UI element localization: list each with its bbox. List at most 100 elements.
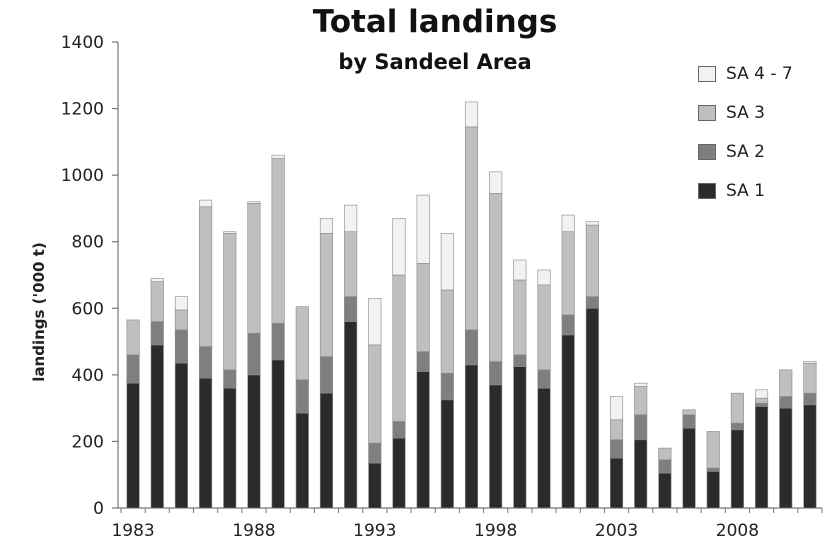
bar-segment	[247, 374, 261, 509]
bar-segment	[489, 193, 503, 362]
bar-segment	[174, 362, 188, 509]
bar-segment	[440, 233, 454, 291]
bar-segment	[489, 361, 503, 386]
bar-segment	[634, 382, 648, 387]
x-tick-label: 1993	[353, 521, 396, 541]
bar-segment	[319, 356, 334, 394]
bar-segment	[392, 218, 406, 276]
bar-segment	[609, 419, 624, 441]
bar-segment	[150, 321, 164, 346]
x-tick-label: 1983	[111, 521, 154, 541]
y-axis-label: landings ('000 t)	[30, 242, 48, 381]
bar-segment	[755, 389, 769, 399]
bar-segment	[344, 321, 358, 509]
bar-segment	[464, 329, 479, 366]
bar-segment	[271, 158, 285, 324]
legend-label: SA 2	[726, 142, 765, 162]
bar-segment	[416, 263, 430, 352]
bar-segment	[779, 369, 793, 397]
bars	[126, 101, 817, 509]
bar-segment	[634, 414, 648, 441]
bar-segment	[295, 412, 309, 509]
chart-subtitle: by Sandeel Area	[338, 50, 532, 74]
bar-segment	[126, 354, 140, 384]
bar-segment	[464, 364, 479, 509]
legend-label: SA 1	[726, 181, 765, 201]
bar-segment	[392, 274, 406, 422]
bar-segment	[561, 214, 575, 233]
bar-segment	[344, 231, 358, 297]
bar-segment	[174, 309, 188, 331]
y-tick-label: 200	[72, 432, 104, 452]
bar-segment	[706, 467, 720, 472]
y-tick-label: 400	[72, 366, 104, 386]
y-tick-label: 800	[72, 233, 104, 253]
bar-segment	[561, 334, 575, 509]
bar-segment	[537, 387, 551, 509]
bar-segment	[199, 206, 213, 347]
bar-segment	[295, 379, 309, 414]
bar-segment	[368, 462, 382, 509]
bar-segment	[682, 409, 696, 416]
tick-labels: 0 200 400 600 800 1000 1200 1400 1983 1988 1993 199…	[61, 33, 759, 541]
bar-segment	[199, 346, 213, 379]
bar-segment	[779, 407, 793, 509]
y-tick-label: 1000	[61, 166, 104, 186]
bar-segment	[344, 204, 358, 233]
bar-segment	[392, 421, 406, 439]
bar-segment	[585, 221, 599, 226]
legend-label: SA 4 - 7	[726, 64, 793, 84]
y-tick-label: 0	[93, 499, 104, 519]
bar-segment	[803, 404, 817, 509]
legend-item-sa4-7: SA 4 - 7	[698, 64, 818, 84]
bar-segment	[730, 422, 744, 431]
legend-item-sa3: SA 3	[698, 103, 818, 123]
bar-segment	[319, 233, 334, 357]
bar-segment	[682, 414, 696, 429]
bar-segment	[755, 402, 769, 407]
bar-segment	[537, 269, 551, 286]
bar-segment	[634, 439, 648, 509]
bar-segment	[368, 297, 382, 346]
bar-segment	[223, 369, 237, 389]
bar-segment	[803, 392, 817, 406]
bar-segment	[368, 344, 382, 444]
bar-segment	[271, 359, 285, 509]
bar-segment	[561, 314, 575, 336]
bar-segment	[585, 224, 599, 297]
bar-segment	[513, 259, 527, 281]
bar-segment	[174, 296, 188, 311]
bar-segment	[150, 344, 164, 509]
bar-segment	[199, 199, 213, 208]
legend-swatch	[698, 144, 716, 160]
bar-segment	[247, 203, 261, 334]
bar-segment	[271, 322, 285, 361]
bar-segment	[440, 399, 454, 509]
bar-segment	[416, 194, 430, 264]
y-tick-label: 600	[72, 299, 104, 319]
bar-segment	[319, 218, 334, 234]
bar-segment	[609, 396, 624, 421]
bar-segment	[464, 126, 479, 331]
bar-segment	[803, 361, 817, 364]
legend-item-sa1: SA 1	[698, 181, 818, 201]
bar-segment	[247, 332, 261, 376]
bar-segment	[658, 472, 672, 509]
bar-segment	[755, 397, 769, 404]
bar-segment	[730, 392, 744, 424]
bar-segment	[755, 406, 769, 509]
bar-segment	[126, 382, 140, 509]
bar-segment	[609, 439, 624, 459]
legend-item-sa2: SA 2	[698, 142, 818, 162]
bar-segment	[658, 447, 672, 461]
bar-segment	[682, 427, 696, 509]
legend-swatch	[698, 183, 716, 199]
bar-segment	[392, 437, 406, 509]
legend-swatch	[698, 105, 716, 121]
bar-segment	[440, 372, 454, 401]
bar-segment	[585, 296, 599, 309]
legend-label: SA 3	[726, 103, 765, 123]
bar-segment	[464, 101, 479, 128]
x-tick-label: 2008	[716, 521, 759, 541]
